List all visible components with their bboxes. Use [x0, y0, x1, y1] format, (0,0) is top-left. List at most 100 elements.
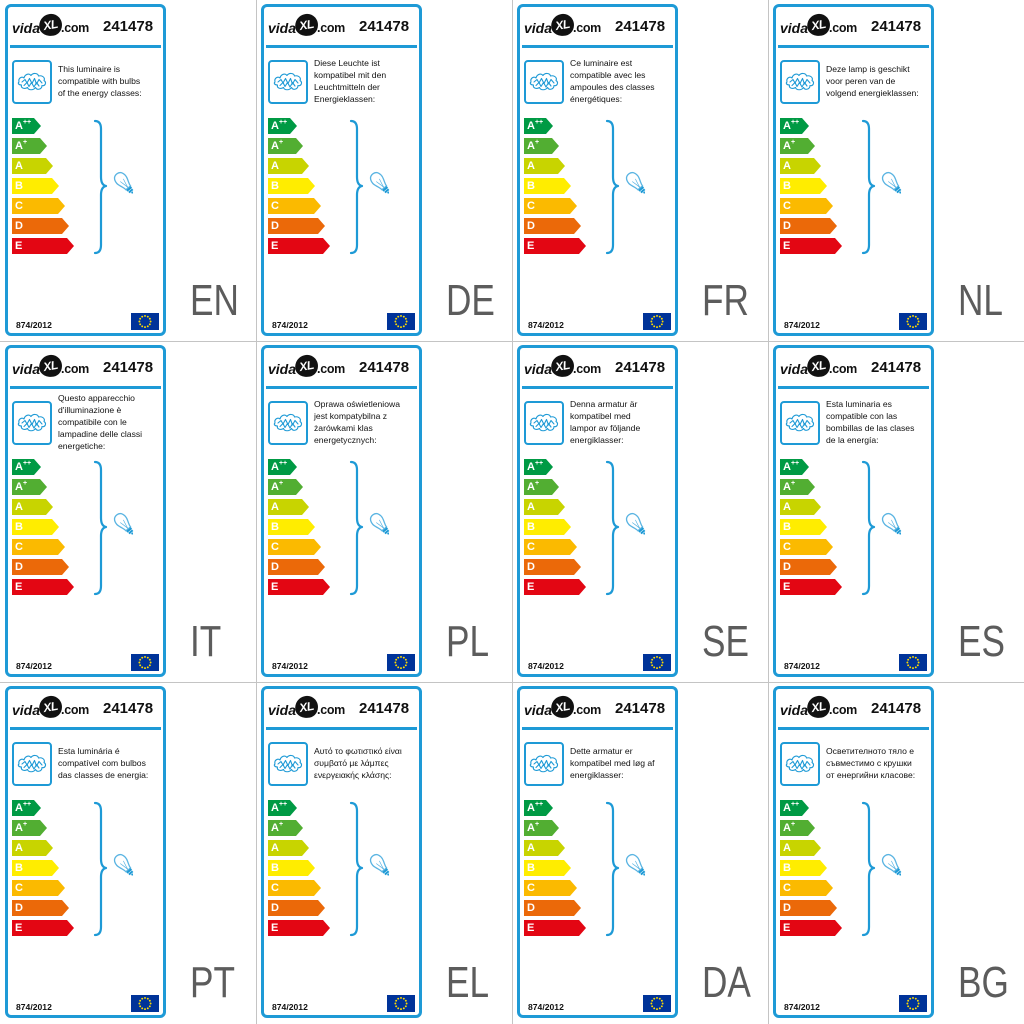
energy-class-letter: D — [527, 561, 535, 573]
label-description: Diese Leuchte ist kompatibel mit den Leuch… — [314, 50, 418, 112]
energy-class-a-plus-plus: A++ — [780, 800, 809, 816]
energy-class-a: A — [780, 158, 821, 174]
header-rule — [266, 45, 417, 48]
energy-class-c: C — [524, 880, 577, 896]
bulb-icon — [111, 850, 139, 882]
energy-class-letter: D — [15, 561, 23, 573]
eu-flag-icon — [387, 654, 415, 671]
regulation-number: 874/2012 — [784, 1002, 820, 1012]
logo-text-com: .com — [317, 21, 345, 35]
energy-class-letter: E — [271, 581, 279, 593]
energy-class-d: D — [12, 218, 69, 234]
label-cell-el: vida XL .com 241478 Αυτό το φωτιστικό είναι σ… — [256, 682, 512, 1024]
brace-icon — [92, 460, 108, 596]
energy-class-letter: C — [527, 882, 535, 894]
description-line: kompatibel med løg af — [570, 758, 655, 768]
label-cell-bg: vida XL .com 241478 Осветителното тяло е съвм… — [768, 682, 1024, 1024]
energy-class-superscript: + — [22, 139, 28, 146]
language-code: FR — [702, 276, 749, 325]
chandelier-icon — [783, 63, 817, 101]
logo-text-com: .com — [573, 362, 601, 376]
description-line: jest kompatybilna z — [314, 411, 388, 421]
energy-class-letter: B — [15, 521, 23, 533]
energy-class-a-plus: A+ — [524, 138, 559, 154]
energy-class-a-plus-plus: A++ — [12, 459, 41, 475]
energy-class-c: C — [268, 539, 321, 555]
energy-class-letter: E — [527, 240, 535, 252]
regulation-number: 874/2012 — [784, 320, 820, 330]
vidaxl-logo: vida XL .com — [524, 12, 601, 38]
luminaire-icon-box — [12, 742, 52, 786]
energy-class-superscript: + — [790, 821, 796, 828]
label-description: Dette armatur er kompatibel med løg af ene… — [570, 732, 674, 794]
energy-label: vida XL .com 241478 Осветителното тяло е съвм… — [773, 686, 934, 1018]
logo-text-vida: vida — [268, 20, 297, 36]
energy-class-a-plus-plus: A++ — [780, 459, 809, 475]
energy-class-letter: D — [15, 902, 23, 914]
logo-text-vida: vida — [524, 20, 553, 36]
vidaxl-logo: vida XL .com — [268, 353, 345, 379]
energy-class-superscript: + — [790, 480, 796, 487]
product-number: 241478 — [103, 18, 154, 35]
header-rule — [266, 727, 417, 730]
energy-class-letter: A — [527, 501, 535, 513]
energy-label: vida XL .com 241478 Diese Leuchte ist kompati… — [261, 4, 422, 336]
energy-class-letter: D — [783, 902, 791, 914]
energy-class-letter: C — [527, 541, 535, 553]
energy-class-superscript: + — [22, 480, 28, 487]
regulation-number: 874/2012 — [784, 661, 820, 671]
energy-class-a: A — [780, 499, 821, 515]
grid-line-horizontal — [0, 341, 1024, 342]
brace-icon — [348, 460, 364, 596]
luminaire-icon-box — [12, 401, 52, 445]
energy-class-a-plus-plus: A++ — [268, 800, 297, 816]
energy-class-superscript: ++ — [534, 801, 544, 808]
energy-label: vida XL .com 241478 Esta luminária é compatív… — [5, 686, 166, 1018]
description-line: kompatibel mit den — [314, 70, 387, 80]
brace-icon — [860, 460, 876, 596]
logo-text-vida: vida — [12, 702, 41, 718]
energy-label: vida XL .com 241478 Questo apparecchio d'illu… — [5, 345, 166, 677]
product-number: 241478 — [359, 700, 410, 717]
energy-class-letter: E — [783, 581, 791, 593]
logo-text-vida: vida — [780, 702, 809, 718]
label-description: Esta luminaria es compatible con las bombi… — [826, 391, 930, 453]
energy-class-c: C — [12, 198, 65, 214]
description-line: bombillas de las clases — [826, 423, 915, 433]
description-line: Questo apparecchio — [58, 393, 135, 403]
label-description: This luminaire is compatible with bulbs of… — [58, 50, 162, 112]
energy-class-letter: A — [527, 802, 535, 814]
energy-class-letter: E — [783, 240, 791, 252]
brace-icon — [92, 801, 108, 937]
energy-class-a: A — [268, 158, 309, 174]
product-number: 241478 — [615, 700, 666, 717]
description-line: voor peren van de — [826, 76, 896, 86]
energy-class-b: B — [780, 519, 827, 535]
energy-class-letter: A — [527, 160, 535, 172]
logo-text-com: .com — [829, 21, 857, 35]
logo-text-com: .com — [573, 21, 601, 35]
energy-class-e: E — [12, 920, 74, 936]
product-number: 241478 — [871, 359, 922, 376]
label-cell-es: vida XL .com 241478 Esta luminaria es compati… — [768, 341, 1024, 682]
description-line: compatible with bulbs — [58, 76, 141, 86]
language-code: DA — [702, 958, 751, 1007]
vidaxl-logo: vida XL .com — [524, 694, 601, 720]
language-code: NL — [958, 276, 1003, 325]
bulb-icon — [367, 850, 395, 882]
energy-class-letter: B — [271, 180, 279, 192]
chandelier-icon — [527, 404, 561, 442]
energy-class-e: E — [268, 579, 330, 595]
logo-text-vida: vida — [780, 361, 809, 377]
description-line: Dette armatur er — [570, 746, 633, 756]
header-rule — [522, 386, 673, 389]
energy-class-letter: A — [271, 120, 279, 132]
logo-text-vida: vida — [12, 361, 41, 377]
energy-label: vida XL .com 241478 Esta luminaria es compati… — [773, 345, 934, 677]
luminaire-icon-box — [524, 401, 564, 445]
description-line: Αυτό το φωτιστικό είναι — [314, 746, 402, 756]
energy-class-letter: A — [783, 802, 791, 814]
luminaire-icon-box — [268, 401, 308, 445]
description-line: Осветителното тяло е — [826, 746, 915, 756]
energy-class-superscript: ++ — [22, 119, 32, 126]
